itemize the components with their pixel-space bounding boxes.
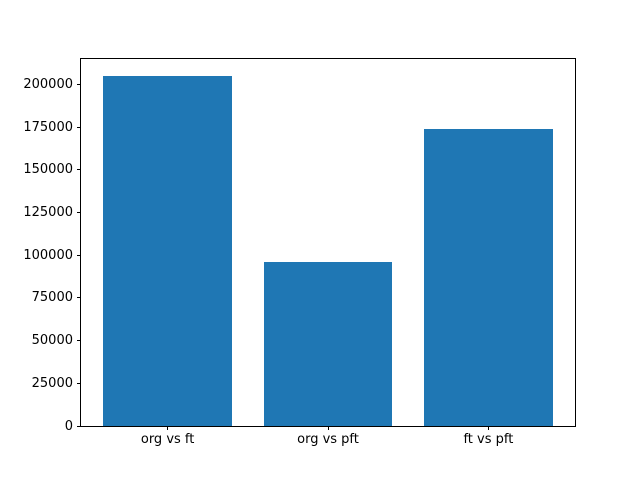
y-tick-mark <box>77 169 81 171</box>
x-tick-label: ft vs pft <box>463 432 514 447</box>
y-tick-mark <box>77 340 81 342</box>
bars-layer <box>81 59 575 426</box>
y-tick-label: 175000 <box>23 119 73 135</box>
y-tick-label: 150000 <box>23 162 73 178</box>
x-tick-mark <box>327 426 329 430</box>
bar-ft-vs-pft <box>424 129 553 426</box>
y-tick-mark <box>77 254 81 256</box>
y-tick-mark <box>77 212 81 214</box>
y-tick-mark <box>77 126 81 128</box>
x-tick-mark <box>487 426 489 430</box>
y-tick-mark <box>77 84 81 86</box>
x-tick-label: org vs ft <box>140 432 195 447</box>
y-tick-label: 100000 <box>23 247 73 263</box>
y-tick-label: 125000 <box>23 205 73 221</box>
y-tick-mark <box>77 297 81 299</box>
y-tick-label: 0 <box>64 418 73 434</box>
y-tick-mark <box>77 425 81 427</box>
plot-area: org vs ft org vs pft ft vs pft 0 25000 50000 7… <box>23 58 576 446</box>
x-tick-label: org vs pft <box>297 432 359 447</box>
x-tick-mark <box>167 426 169 430</box>
y-tick-label: 75000 <box>31 290 73 306</box>
bar-org-vs-pft <box>263 262 393 426</box>
y-tick-label: 25000 <box>31 375 73 391</box>
bar-org-vs-ft <box>103 76 232 426</box>
y-tick-mark <box>77 382 81 384</box>
y-tick-label: 200000 <box>23 77 73 93</box>
y-tick-label: 50000 <box>31 333 73 349</box>
